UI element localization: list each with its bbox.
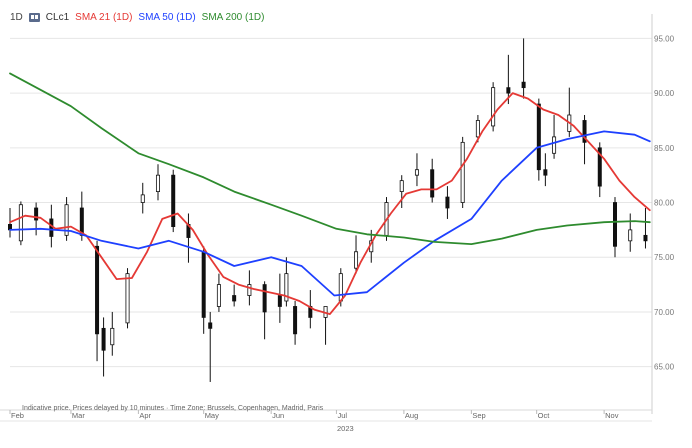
y-tick-label: 80.00 — [654, 199, 675, 208]
x-tick-label: May — [205, 411, 219, 420]
x-axis: Feb Mar Apr May Jun Jul Aug Sep Oct Nov — [0, 409, 652, 422]
y-tick-label: 65.00 — [654, 363, 675, 372]
x-tick-label: Apr — [139, 411, 151, 420]
candle-body — [536, 103, 541, 171]
x-tick-label: Jun — [272, 411, 284, 420]
candle-body — [338, 273, 343, 302]
candle-body — [414, 169, 419, 176]
candle-body — [597, 147, 602, 187]
candle-body — [208, 322, 213, 329]
candle-body — [155, 174, 160, 192]
candle-body — [140, 194, 145, 203]
sma21-legend-label[interactable]: SMA 21 (1D) — [75, 11, 133, 23]
candle-body — [216, 284, 221, 307]
candle-body — [110, 327, 115, 346]
y-axis: 65.00 70.00 75.00 80.00 85.00 90.00 95.00 — [651, 14, 675, 414]
candle-body — [475, 120, 480, 138]
candle-body — [430, 169, 435, 198]
x-tick-label: Jul — [337, 411, 347, 420]
candle-body — [125, 273, 130, 324]
y-tick-label: 85.00 — [654, 144, 675, 153]
sma50-legend-label[interactable]: SMA 50 (1D) — [138, 11, 196, 23]
sma21-line — [9, 92, 651, 316]
x-tick-label: Nov — [605, 411, 619, 420]
grid-lines — [10, 37, 652, 368]
y-tick-label: 75.00 — [654, 253, 675, 262]
candle-body — [262, 284, 267, 313]
sma200-legend-label[interactable]: SMA 200 (1D) — [201, 11, 265, 23]
candle-body — [293, 306, 298, 335]
candlestick-series — [7, 38, 648, 382]
candle-body — [582, 120, 587, 143]
candle-body — [521, 81, 526, 89]
candle-body — [277, 295, 282, 307]
x-tick-label: Feb — [11, 411, 24, 420]
candle-body — [171, 174, 176, 227]
candle-body — [491, 87, 496, 127]
candle-body — [552, 136, 557, 154]
candle-body — [354, 251, 359, 269]
symbol-label[interactable]: CLc1 — [45, 11, 70, 23]
candle-body — [49, 218, 54, 237]
symbol-chart-icon — [28, 12, 40, 22]
x-tick-label: Sep — [472, 411, 485, 420]
candle-body — [101, 327, 106, 351]
candle-body — [201, 251, 206, 318]
y-tick-label: 70.00 — [654, 308, 675, 317]
timeframe-label[interactable]: 1D — [10, 11, 23, 23]
footer-note: Indicative price. Prices delayed by 10 m… — [22, 405, 324, 412]
candle-body — [613, 202, 618, 247]
chart-legend: 1D CLc1 SMA 21 (1D) SMA 50 (1D) SMA 200 … — [10, 10, 264, 24]
moving-average-lines — [9, 72, 651, 316]
candle-body — [460, 141, 465, 203]
candle-body — [284, 273, 289, 302]
y-tick-label: 95.00 — [654, 34, 675, 43]
x-tick-label: Mar — [72, 411, 85, 420]
x-tick-label: Oct — [538, 411, 551, 420]
y-tick-label: 90.00 — [654, 89, 675, 98]
sma200-line — [9, 72, 651, 246]
candle-body — [34, 207, 39, 221]
candle-body — [643, 234, 648, 242]
candle-body — [247, 284, 252, 296]
sma50-line — [9, 130, 651, 297]
candle-body — [399, 180, 404, 192]
year-label: 2023 — [337, 424, 354, 433]
candle-body — [18, 204, 23, 242]
candle-body — [64, 204, 69, 236]
candle-body — [628, 229, 633, 242]
candle-body — [95, 245, 100, 335]
candle-body — [445, 196, 450, 209]
candle-body — [232, 295, 237, 302]
candle-body — [543, 169, 548, 176]
x-tick-label: Aug — [405, 411, 418, 420]
candle-body — [506, 87, 511, 94]
